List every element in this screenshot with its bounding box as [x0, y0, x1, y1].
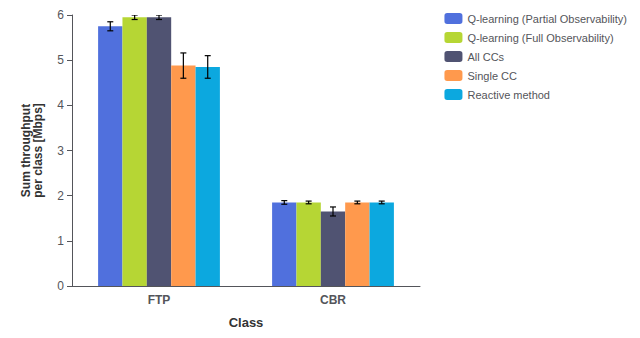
svg-text:Reactive method: Reactive method: [467, 89, 550, 101]
svg-text:FTP: FTP: [148, 293, 171, 307]
svg-text:Single CC: Single CC: [467, 70, 517, 82]
svg-text:4: 4: [57, 98, 64, 112]
svg-text:Sum throughput: Sum throughput: [19, 103, 33, 198]
svg-text:6: 6: [57, 8, 64, 22]
svg-text:Class: Class: [229, 315, 264, 330]
svg-text:Q-learning (Partial Observabil: Q-learning (Partial Observability): [467, 13, 627, 25]
svg-text:per class [Mbps]: per class [Mbps]: [31, 103, 45, 198]
svg-text:CBR: CBR: [320, 293, 346, 307]
svg-text:5: 5: [57, 53, 64, 67]
svg-text:0: 0: [57, 279, 64, 293]
svg-text:3: 3: [57, 144, 64, 158]
svg-text:Q-learning (Full Observability: Q-learning (Full Observability): [467, 32, 613, 44]
svg-text:1: 1: [57, 234, 64, 248]
svg-text:All CCs: All CCs: [467, 51, 504, 63]
svg-text:2: 2: [57, 189, 64, 203]
